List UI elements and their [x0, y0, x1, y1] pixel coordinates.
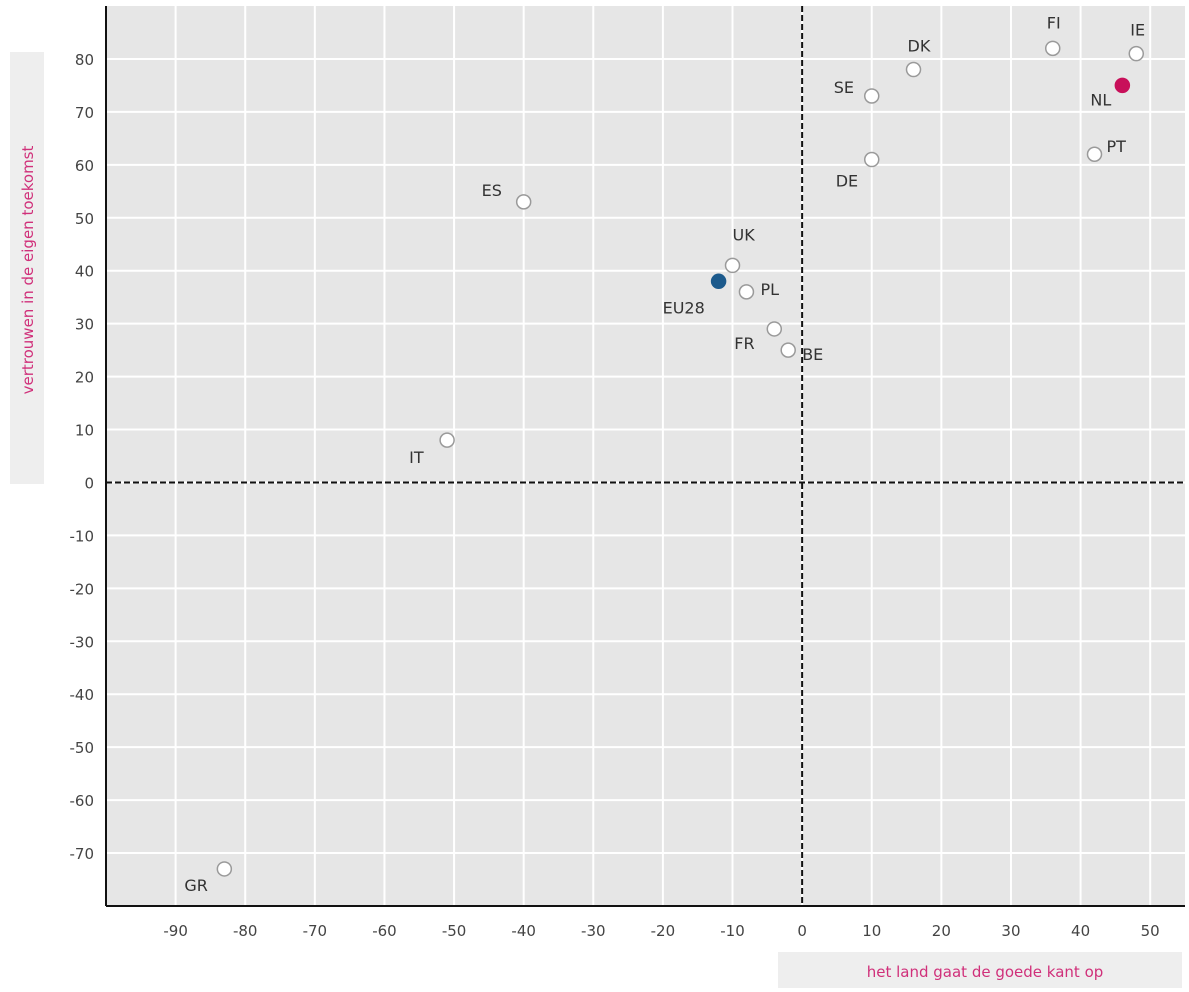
y-axis-title: vertrouwen in de eigen toekomst	[19, 146, 37, 395]
point-label-ie: IE	[1130, 21, 1145, 40]
x-tick-label-9: 0	[797, 922, 807, 940]
point-gr	[216, 861, 233, 877]
x-tick-labels: -90 -80 -70 -60 -50 -40 -30 -20 -10 0 10 20 30 40 50	[163, 922, 1159, 940]
x-tick-label-11: 20	[932, 922, 951, 940]
grid-lines	[106, 6, 1185, 906]
x-tick-label-14: 50	[1141, 922, 1160, 940]
x-tick-label-0: -90	[163, 922, 188, 940]
y-tick-label-3: 50	[75, 210, 94, 228]
point-it	[439, 432, 455, 448]
point-label-be: BE	[802, 345, 823, 364]
point-label-dk: DK	[908, 37, 931, 56]
y-tick-label-6: 20	[75, 369, 94, 387]
point-be	[780, 342, 796, 358]
y-tick-label-2: 60	[75, 157, 94, 175]
point-pt	[1086, 146, 1103, 162]
x-axis-title-band	[778, 952, 1182, 988]
x-tick-label-1: -80	[233, 922, 258, 940]
point-label-eu28: EU28	[663, 298, 705, 317]
point-label-it: IT	[409, 448, 424, 467]
x-axis-title: het land gaat de goede kant op	[867, 963, 1104, 981]
point-eu28	[710, 273, 727, 290]
x-tick-label-13: 40	[1071, 922, 1090, 940]
point-label-fr: FR	[734, 334, 754, 353]
y-tick-label-11: -30	[70, 633, 95, 651]
x-tick-label-8: -10	[720, 922, 745, 940]
y-tick-labels: 80 70 60 50 40 30 20 10 0 -10 -20 -30 -40 -50 -60 -70	[70, 51, 95, 863]
point-pl	[738, 284, 755, 300]
plot-background	[106, 6, 1185, 906]
y-tick-label-15: -70	[70, 845, 95, 863]
y-tick-label-10: -20	[70, 580, 95, 598]
y-tick-label-5: 30	[75, 316, 94, 334]
point-label-fi: FI	[1047, 13, 1061, 32]
point-label-gr: GR	[184, 876, 208, 895]
y-tick-label-9: -10	[70, 527, 95, 545]
point-label-uk: UK	[733, 225, 756, 244]
x-tick-label-10: 10	[862, 922, 881, 940]
x-tick-label-12: 30	[1001, 922, 1020, 940]
point-dk	[905, 61, 922, 78]
point-fi	[1044, 40, 1061, 57]
y-tick-label-1: 70	[75, 104, 94, 122]
point-uk	[724, 257, 741, 274]
y-tick-label-0: 80	[75, 51, 94, 69]
point-es	[515, 194, 532, 210]
y-tick-label-4: 40	[75, 263, 94, 281]
point-label-pt: PT	[1107, 137, 1127, 156]
point-ie	[1128, 45, 1145, 62]
point-se	[863, 88, 880, 104]
point-label-es: ES	[482, 181, 502, 200]
x-tick-label-3: -60	[372, 922, 397, 940]
point-de	[863, 151, 880, 168]
y-tick-label-14: -60	[70, 792, 95, 810]
axes	[105, 6, 1185, 907]
y-tick-label-13: -50	[70, 739, 95, 757]
x-tick-label-4: -50	[442, 922, 467, 940]
x-tick-label-6: -30	[581, 922, 606, 940]
y-tick-label-7: 10	[75, 422, 94, 440]
point-label-pl: PL	[760, 280, 779, 299]
y-axis-title-band	[10, 52, 44, 484]
y-tick-label-8: 0	[84, 474, 94, 492]
x-tick-label-2: -70	[303, 922, 328, 940]
data-points	[216, 40, 1145, 877]
point-label-de: DE	[836, 172, 858, 191]
point-fr	[766, 321, 783, 337]
reference-lines	[106, 6, 1185, 906]
x-tick-label-7: -20	[651, 922, 676, 940]
point-nl	[1114, 77, 1131, 94]
point-labels: FI IE NL PT DK SE DE ES UK EU28 PL FR BE IT GR	[184, 13, 1145, 895]
x-tick-label-5: -40	[511, 922, 536, 940]
point-label-nl: NL	[1090, 90, 1111, 109]
point-label-se: SE	[834, 78, 854, 97]
y-tick-label-12: -40	[70, 686, 95, 704]
